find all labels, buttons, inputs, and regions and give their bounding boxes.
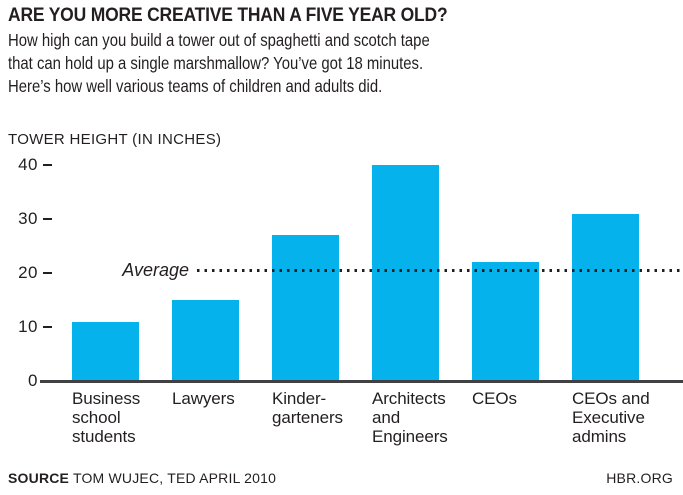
y-tick-label: 30 [18,209,38,228]
bar [572,213,639,381]
y-tick-label: 40 [18,155,38,174]
subtitle-line: How high can you build a tower out of sp… [8,30,430,50]
x-category-label: Architects and Engineers [372,389,448,446]
source-text: TOM WUJEC, TED APRIL 2010 [72,470,277,486]
subtitle-line: Here’s how well various teams of childre… [8,76,383,96]
y-tick-dash [43,326,52,328]
bar [72,321,139,381]
x-category-label: CEOs [472,389,517,408]
y-tick-dash [43,218,52,220]
x-category-label: Business school students [72,389,141,446]
bar [172,300,239,381]
y-tick-label: 10 [18,317,38,336]
y-axis-title: TOWER HEIGHT (IN INCHES) [8,131,222,148]
subtitle-line: that can hold up a single marshmallow? Y… [8,53,424,73]
bar [372,165,439,381]
average-label: Average [122,260,189,280]
x-category-label: Lawyers [172,389,235,408]
bar [272,235,339,381]
x-category-label: Kinder-garteners [272,389,343,427]
y-tick-label: 0 [28,371,38,390]
x-category-label: CEOs and Executive admins [572,389,650,446]
site-label: HBR.ORG [606,470,673,486]
y-tick-label: 20 [18,263,38,282]
y-tick-dash [43,164,52,166]
y-tick-dash [43,272,52,274]
average-dotted-line [197,269,683,272]
page-title: ARE YOU MORE CREATIVE THAN A FIVE YEAR O… [8,5,448,26]
source-label: SOURCE [8,470,70,486]
source-credit: SOURCE TOM WUJEC, TED APRIL 2010 [8,470,276,486]
x-axis-line [40,380,683,383]
bar [472,262,539,381]
subtitle: How high can you build a tower out of sp… [8,29,430,98]
